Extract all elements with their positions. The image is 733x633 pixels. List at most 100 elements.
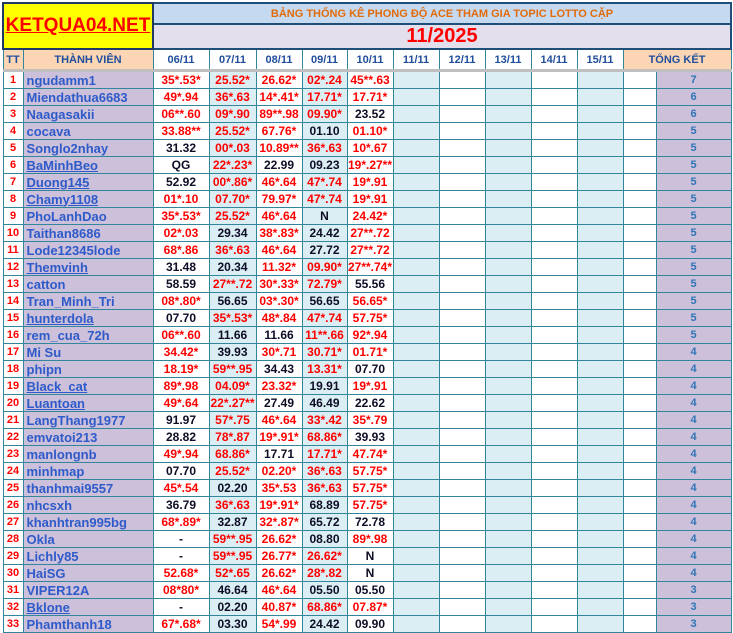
score-cell — [576, 411, 624, 429]
score-cell: 57*.75 — [208, 411, 257, 429]
score-cell: 65.72 — [301, 513, 348, 531]
total-score: 4 — [655, 360, 732, 378]
member-name[interactable]: Bklone — [22, 598, 154, 616]
score-cell — [392, 105, 440, 123]
score-cell: 00*.86* — [208, 173, 257, 191]
member-name: manlongnb — [22, 445, 154, 463]
header-tt: TT — [2, 48, 24, 72]
row-number: 8 — [2, 190, 24, 208]
score-cell — [576, 513, 624, 531]
score-cell: 11**.66 — [301, 326, 348, 344]
score-cell — [438, 224, 486, 242]
member-name[interactable]: hunterdola — [22, 309, 154, 327]
member-name[interactable]: Black_cat — [22, 377, 154, 395]
member-name-text: PhoLanhDao — [26, 208, 107, 224]
score-cell — [438, 88, 486, 106]
member-name-text[interactable]: Themvinh — [26, 259, 88, 275]
score-cell — [438, 326, 486, 344]
score-cell — [530, 275, 578, 293]
member-name-text[interactable]: hunterdola — [26, 310, 94, 326]
table-row: 27 khanhtran995bg 68*.89* 32.87 32*.87* 65.72… — [2, 513, 732, 531]
table-row: 16 rem_cua_72h 06**.60 11.66 11.66 11**.66 92*… — [2, 326, 732, 344]
member-name-text: Miendathua6683 — [26, 89, 128, 105]
score-cell: 09.23 — [301, 156, 348, 174]
row-number: 29 — [2, 547, 24, 565]
row-number: 15 — [2, 309, 24, 327]
member-name[interactable]: Chamy1108 — [22, 190, 154, 208]
member-name-text[interactable]: Duong145 — [26, 174, 90, 190]
score-cell — [530, 173, 578, 191]
score-cell: 09*.90 — [208, 105, 257, 123]
row-number: 20 — [2, 394, 24, 412]
spacer-cell — [622, 207, 657, 225]
score-cell — [438, 292, 486, 310]
member-name: khanhtran995bg — [22, 513, 154, 531]
score-cell — [438, 598, 486, 616]
score-cell — [530, 122, 578, 140]
score-cell: 06**.60 — [152, 105, 210, 123]
row-number: 19 — [2, 377, 24, 395]
member-name[interactable]: Luantoan — [22, 394, 154, 412]
score-cell: 92*.94 — [346, 326, 394, 344]
score-cell: 35*.53* — [152, 207, 210, 225]
score-cell: 26.77* — [255, 547, 303, 565]
member-name-text: ngudamm1 — [26, 72, 96, 88]
header-date: 06/11 — [152, 48, 210, 72]
score-cell: 27**.74* — [346, 258, 394, 276]
score-cell — [484, 581, 532, 599]
member-name-text[interactable]: Black_cat — [26, 378, 88, 394]
member-name-text: Lode12345lode — [26, 242, 121, 258]
score-cell: 46*.64 — [255, 207, 303, 225]
row-number: 1 — [2, 70, 24, 89]
member-name-text: cocava — [26, 123, 71, 139]
score-cell — [530, 190, 578, 208]
header-member: THÀNH VIÊN — [22, 48, 154, 72]
score-cell — [438, 496, 486, 514]
member-name: PhoLanhDao — [22, 207, 154, 225]
score-cell — [484, 377, 532, 395]
member-name: Miendathua6683 — [22, 88, 154, 106]
logo-text[interactable]: KETQUA04.NET — [5, 15, 151, 36]
score-cell: 27.72 — [301, 241, 348, 259]
site-logo[interactable]: KETQUA04.NET — [2, 2, 154, 50]
header-date: 10/11 — [346, 48, 394, 72]
spacer-cell — [622, 530, 657, 548]
score-cell: 46.64 — [208, 581, 257, 599]
score-cell — [530, 564, 578, 582]
member-name-text[interactable]: Chamy1108 — [26, 191, 99, 207]
score-cell: 02.20* — [255, 462, 303, 480]
spacer-cell — [622, 394, 657, 412]
member-name-text[interactable]: BaMinhBeo — [26, 157, 99, 173]
score-cell — [484, 360, 532, 378]
score-cell: 72.79* — [301, 275, 348, 293]
member-name-text[interactable]: Luantoan — [26, 395, 86, 411]
member-name-text[interactable]: Bklone — [26, 599, 70, 615]
member-name-text: VIPER12A — [26, 582, 90, 598]
score-cell — [530, 207, 578, 225]
score-cell: 01*.10 — [152, 190, 210, 208]
score-cell — [392, 598, 440, 616]
table-row: 9 PhoLanhDao 35*.53* 25.52* 46*.64 N 24.42* 5 — [2, 207, 732, 225]
score-cell — [576, 105, 624, 123]
score-cell: 45*.54 — [152, 479, 210, 497]
member-name: cocava — [22, 122, 154, 140]
score-cell: 35*.53* — [208, 309, 257, 327]
score-cell: 27**.72 — [346, 241, 394, 259]
score-cell: 02.20 — [208, 479, 257, 497]
score-cell: 03*.30* — [255, 292, 303, 310]
score-cell: 19*.27** — [346, 156, 394, 174]
score-cell: 07.70 — [152, 462, 210, 480]
score-cell — [484, 88, 532, 106]
spacer-cell — [622, 309, 657, 327]
score-cell: 30*.71 — [255, 343, 303, 361]
member-name[interactable]: Duong145 — [22, 173, 154, 191]
member-name[interactable]: Themvinh — [22, 258, 154, 276]
member-name[interactable]: BaMinhBeo — [22, 156, 154, 174]
spacer-cell — [622, 173, 657, 191]
score-cell: QG — [152, 156, 210, 174]
score-cell: 27.49 — [255, 394, 303, 412]
score-cell — [576, 292, 624, 310]
table-row: 11 Lode12345lode 68*.86 36*.63 46*.64 27.72 27… — [2, 241, 732, 259]
score-cell: 48*.84 — [255, 309, 303, 327]
row-number: 18 — [2, 360, 24, 378]
